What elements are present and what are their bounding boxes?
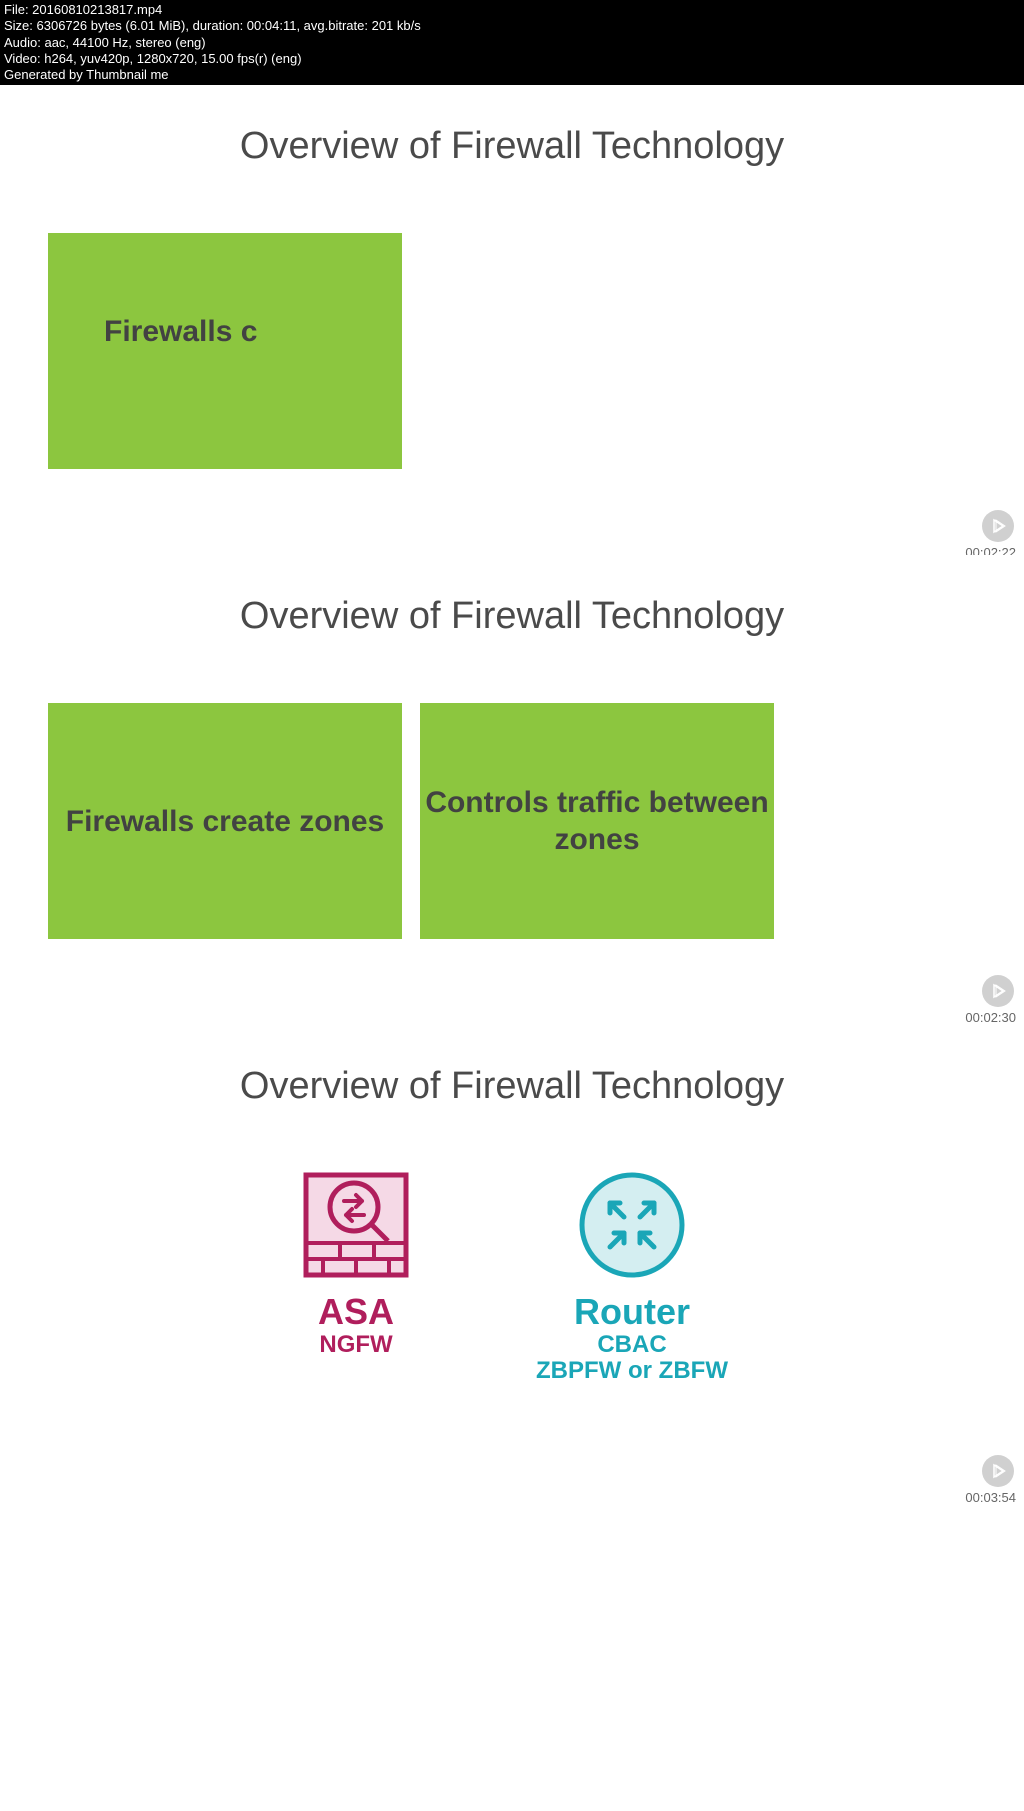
slide-2: Overview of Firewall Technology Firewall… xyxy=(0,555,1024,1025)
file-info-header: File: 20160810213817.mp4 Size: 6306726 b… xyxy=(0,0,1024,85)
play-icon xyxy=(982,510,1014,542)
concept-box-text: Firewalls create zones xyxy=(66,803,385,841)
play-icon xyxy=(982,975,1014,1007)
slide-3: Overview of Firewall Technology ASA xyxy=(0,1025,1024,1525)
concept-box: Firewalls c xyxy=(48,233,402,469)
concept-box: Controls traffic between zones xyxy=(420,703,774,939)
router-sublabel: ZBPFW or ZBFW xyxy=(536,1357,728,1385)
asa-label: ASA xyxy=(318,1291,394,1333)
router-sublabel: CBAC xyxy=(597,1331,666,1359)
file-info-line: File: 20160810213817.mp4 xyxy=(4,2,1020,18)
slide-title: Overview of Firewall Technology xyxy=(0,85,1024,168)
slide-title: Overview of Firewall Technology xyxy=(0,1025,1024,1108)
play-icon xyxy=(982,1455,1014,1487)
file-info-line: Size: 6306726 bytes (6.01 MiB), duration… xyxy=(4,18,1020,34)
file-info-line: Audio: aac, 44100 Hz, stereo (eng) xyxy=(4,35,1020,51)
slide-1: Overview of Firewall Technology Firewall… xyxy=(0,85,1024,555)
thumbnail-timestamp: 00:03:54 xyxy=(965,1490,1016,1505)
file-info-line: Generated by Thumbnail me xyxy=(4,67,1020,83)
file-info-line: Video: h264, yuv420p, 1280x720, 15.00 fp… xyxy=(4,51,1020,67)
router-column: Router CBAC ZBPFW or ZBFW xyxy=(536,1165,728,1385)
concept-box-text: Firewalls c xyxy=(104,313,257,351)
firewall-asa-icon xyxy=(296,1165,416,1285)
concept-box-text: Controls traffic between zones xyxy=(420,784,774,859)
concept-box: Firewalls create zones xyxy=(48,703,402,939)
thumbnail-timestamp: 00:02:30 xyxy=(965,1010,1016,1025)
router-icon xyxy=(572,1165,692,1285)
router-label: Router xyxy=(574,1291,690,1333)
slide-title: Overview of Firewall Technology xyxy=(0,555,1024,638)
asa-sublabel: NGFW xyxy=(319,1331,392,1359)
asa-column: ASA NGFW xyxy=(296,1165,416,1385)
